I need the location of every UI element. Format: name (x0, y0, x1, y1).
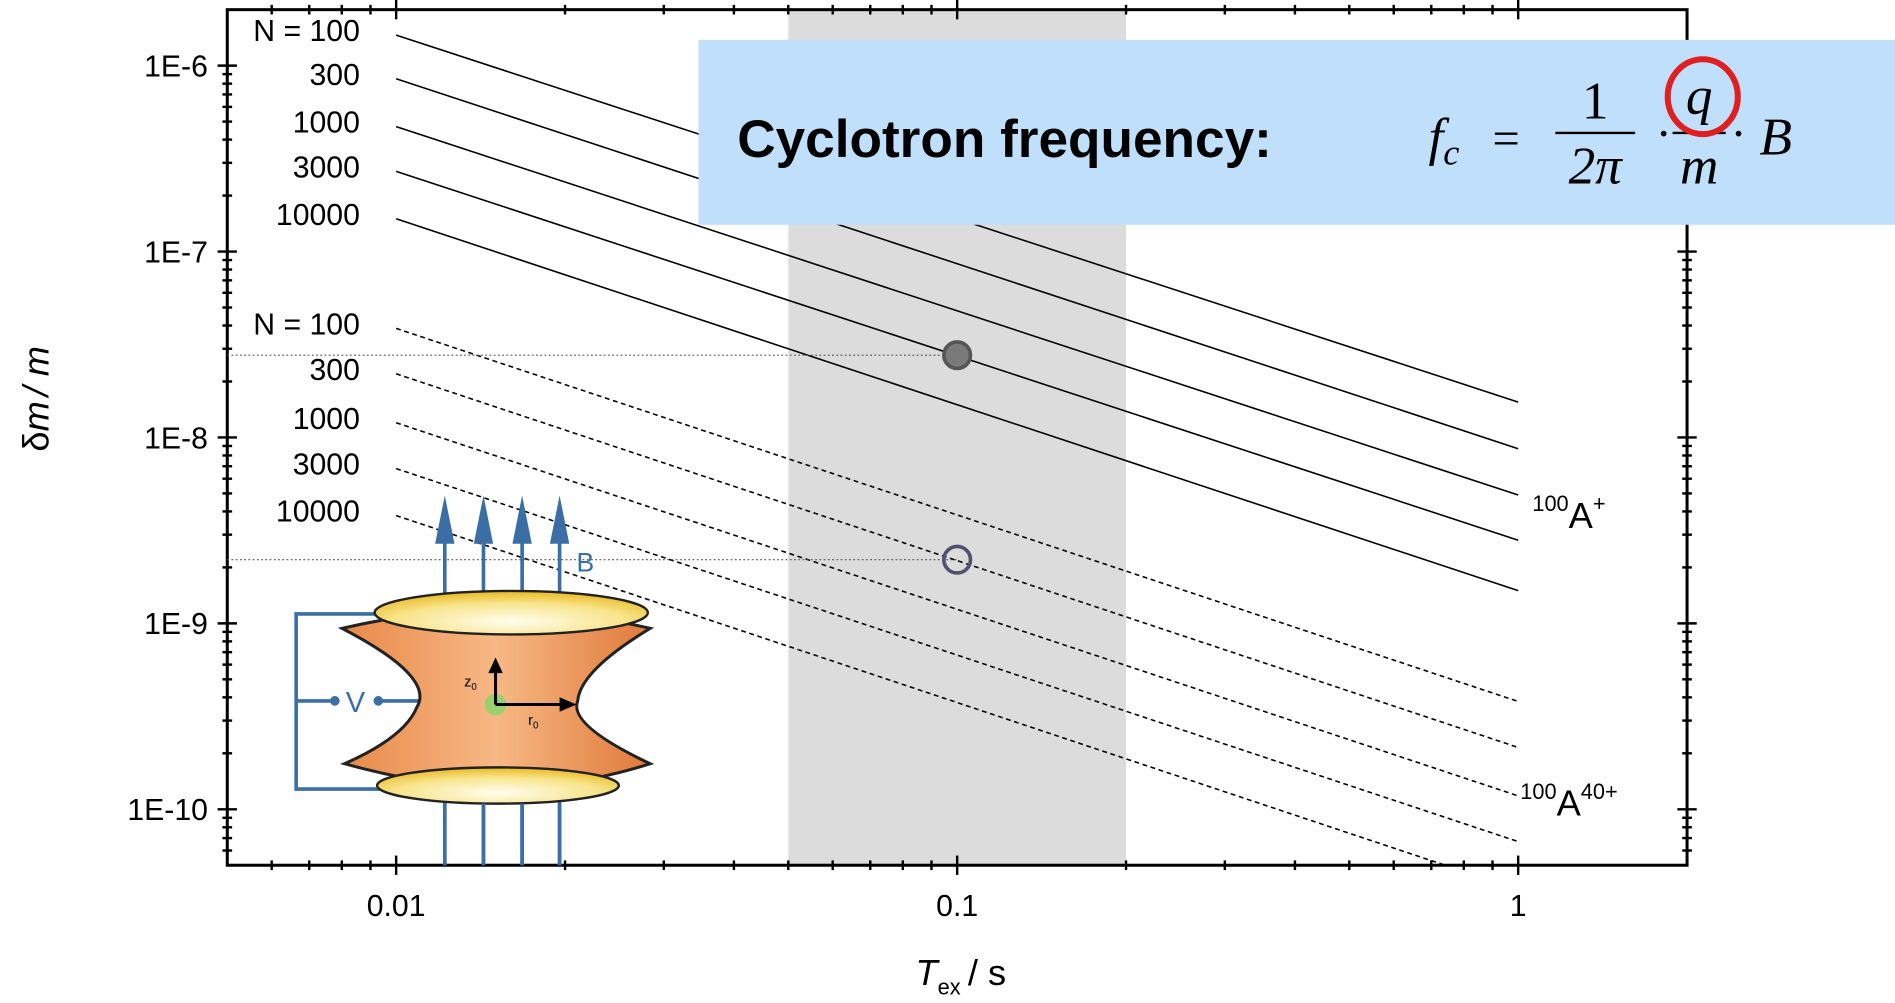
terminal (373, 696, 383, 706)
x-axis-label: Tex/ s (915, 952, 1006, 1000)
lower-endcap (377, 767, 619, 803)
formula-den2: m (1680, 137, 1718, 196)
ion-charge: 40+ (1581, 779, 1618, 804)
ion-mass: 100 (1532, 491, 1568, 516)
chart: 0.01 0.1 1 1E-10 1E-9 1E-8 1E-7 1E-6 N = 100 300 1… (0, 0, 1895, 1003)
voltage-label: V (346, 687, 366, 719)
series-label: 300 (309, 354, 359, 387)
formula-rhs: B (1760, 108, 1792, 167)
y-tick-label: 1E-9 (144, 608, 208, 641)
callout-title: Cyclotron frequency: (737, 110, 1272, 169)
ion-charge: + (1593, 491, 1606, 516)
series-label: 300 (309, 59, 359, 92)
series-label: N = 100 (253, 15, 360, 48)
penning-trap-inset: V B z0 r0 (296, 495, 650, 865)
field-label: B (577, 548, 595, 578)
field-lines-lower (445, 804, 560, 866)
terminal (330, 696, 340, 706)
series-label: 10000 (276, 199, 360, 232)
y-tick-label: 1E-6 (144, 51, 208, 84)
series-label: 3000 (293, 449, 360, 482)
ion-mass: 100 (1520, 779, 1556, 804)
ion-symbol: A (1569, 495, 1594, 536)
y-unit: / m (15, 346, 56, 399)
callout: Cyclotron frequency: fc = 1 2π · q m · B (699, 40, 1895, 225)
formula-equals: = (1493, 113, 1520, 166)
ion-symbol: A (1557, 783, 1582, 824)
y-tick-label: 1E-7 (144, 236, 208, 269)
formula-num2: q (1686, 67, 1713, 126)
formula-sub: c (1443, 132, 1459, 172)
x-tick-label: 0.1 (936, 890, 978, 923)
formula-num1: 1 (1582, 71, 1609, 130)
x-tick-label: 0.01 (367, 890, 426, 923)
z-symbol: z (464, 674, 471, 690)
series-label: N = 100 (253, 308, 360, 341)
ion-label: 100A+ (1532, 491, 1605, 536)
y-tick-label: 1E-8 (144, 422, 208, 455)
upper-endcap (375, 591, 648, 635)
y-axis-label: δm/ m (15, 346, 56, 452)
z-sub: 0 (471, 682, 476, 693)
series-label: 10000 (276, 496, 360, 529)
x-unit: / s (968, 952, 1006, 993)
x-subscript: ex (938, 975, 961, 1000)
y-tick-label: 1E-10 (127, 794, 208, 827)
y-var: m (15, 401, 56, 431)
ion-label: 100A40+ (1520, 779, 1617, 824)
formula-den1: 2π (1569, 137, 1624, 196)
series-label: 1000 (293, 403, 360, 436)
data-point (944, 342, 971, 369)
x-tick-label: 1 (1510, 890, 1527, 923)
r-sub: 0 (533, 721, 538, 732)
y-symbol: δ (15, 431, 56, 451)
series-label: 3000 (293, 151, 360, 184)
series-label: 1000 (293, 107, 360, 140)
